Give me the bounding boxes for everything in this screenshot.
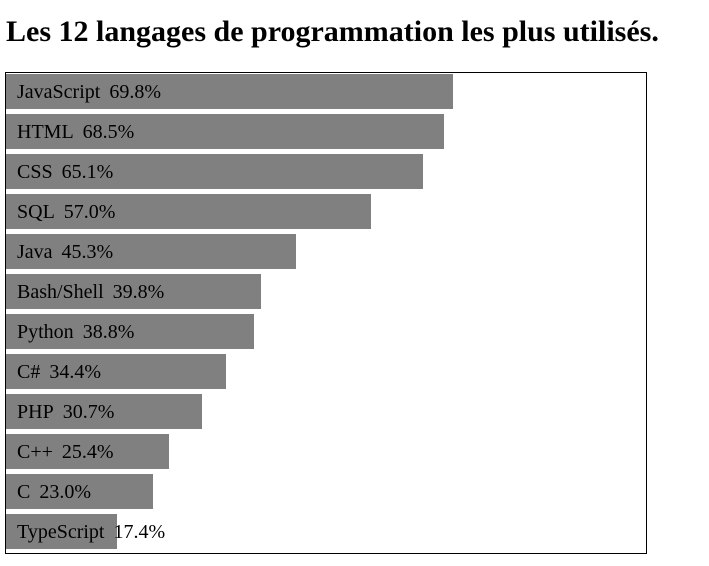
bar-label-1: HTML 68.5% <box>17 114 134 149</box>
category-label: Java <box>17 241 53 263</box>
bar-label-9: C++ 25.4% <box>17 434 114 469</box>
bar-0 <box>6 74 453 109</box>
category-label: Bash/Shell <box>17 281 104 303</box>
bar-6 <box>6 314 254 349</box>
category-label: SQL <box>17 201 55 223</box>
chart-plot-area: JavaScript 69.8% HTML 68.5% CSS 65.1% SQL 57.0%… <box>5 72 647 554</box>
bar-7 <box>6 354 226 389</box>
bar-label-2: CSS 65.1% <box>17 154 113 189</box>
bar-label-3: SQL 57.0% <box>17 194 115 229</box>
bar-label-8: PHP 30.7% <box>17 394 114 429</box>
bar-11 <box>6 514 117 549</box>
value-label: 39.8% <box>112 281 165 303</box>
value-label: 38.8% <box>82 321 135 343</box>
bar-10 <box>6 474 153 509</box>
category-label: JavaScript <box>17 81 101 103</box>
bar-label-4: Java 45.3% <box>17 234 113 269</box>
bar-3 <box>6 194 371 229</box>
value-label: 30.7% <box>62 401 115 423</box>
chart-title: Les 12 langages de programmation les plu… <box>6 15 659 48</box>
value-label: 23.0% <box>39 481 92 503</box>
value-label: 68.5% <box>82 121 135 143</box>
bar-5 <box>6 274 261 309</box>
bar-1 <box>6 114 444 149</box>
category-label: CSS <box>17 161 53 183</box>
value-label: 65.1% <box>61 161 114 183</box>
category-label: Python <box>17 321 74 343</box>
value-label: 25.4% <box>61 441 114 463</box>
category-label: PHP <box>17 401 54 423</box>
bar-2 <box>6 154 423 189</box>
bar-4 <box>6 234 296 269</box>
category-label: C <box>17 481 31 503</box>
bar-label-10: C 23.0% <box>17 474 91 509</box>
category-label: C++ <box>17 441 53 463</box>
bar-9 <box>6 434 169 469</box>
category-label: TypeScript <box>17 521 105 543</box>
value-label: 17.4% <box>113 521 166 543</box>
category-label: C# <box>17 361 41 383</box>
bar-label-5: Bash/Shell 39.8% <box>17 274 164 309</box>
bar-label-0: JavaScript 69.8% <box>17 74 161 109</box>
value-label: 34.4% <box>49 361 102 383</box>
value-label: 45.3% <box>61 241 114 263</box>
bar-label-11: TypeScript 17.4% <box>17 514 165 549</box>
bar-label-6: Python 38.8% <box>17 314 134 349</box>
bar-8 <box>6 394 202 429</box>
bar-label-7: C# 34.4% <box>17 354 101 389</box>
value-label: 69.8% <box>109 81 161 103</box>
category-label: HTML <box>17 121 74 143</box>
value-label: 57.0% <box>63 201 116 223</box>
